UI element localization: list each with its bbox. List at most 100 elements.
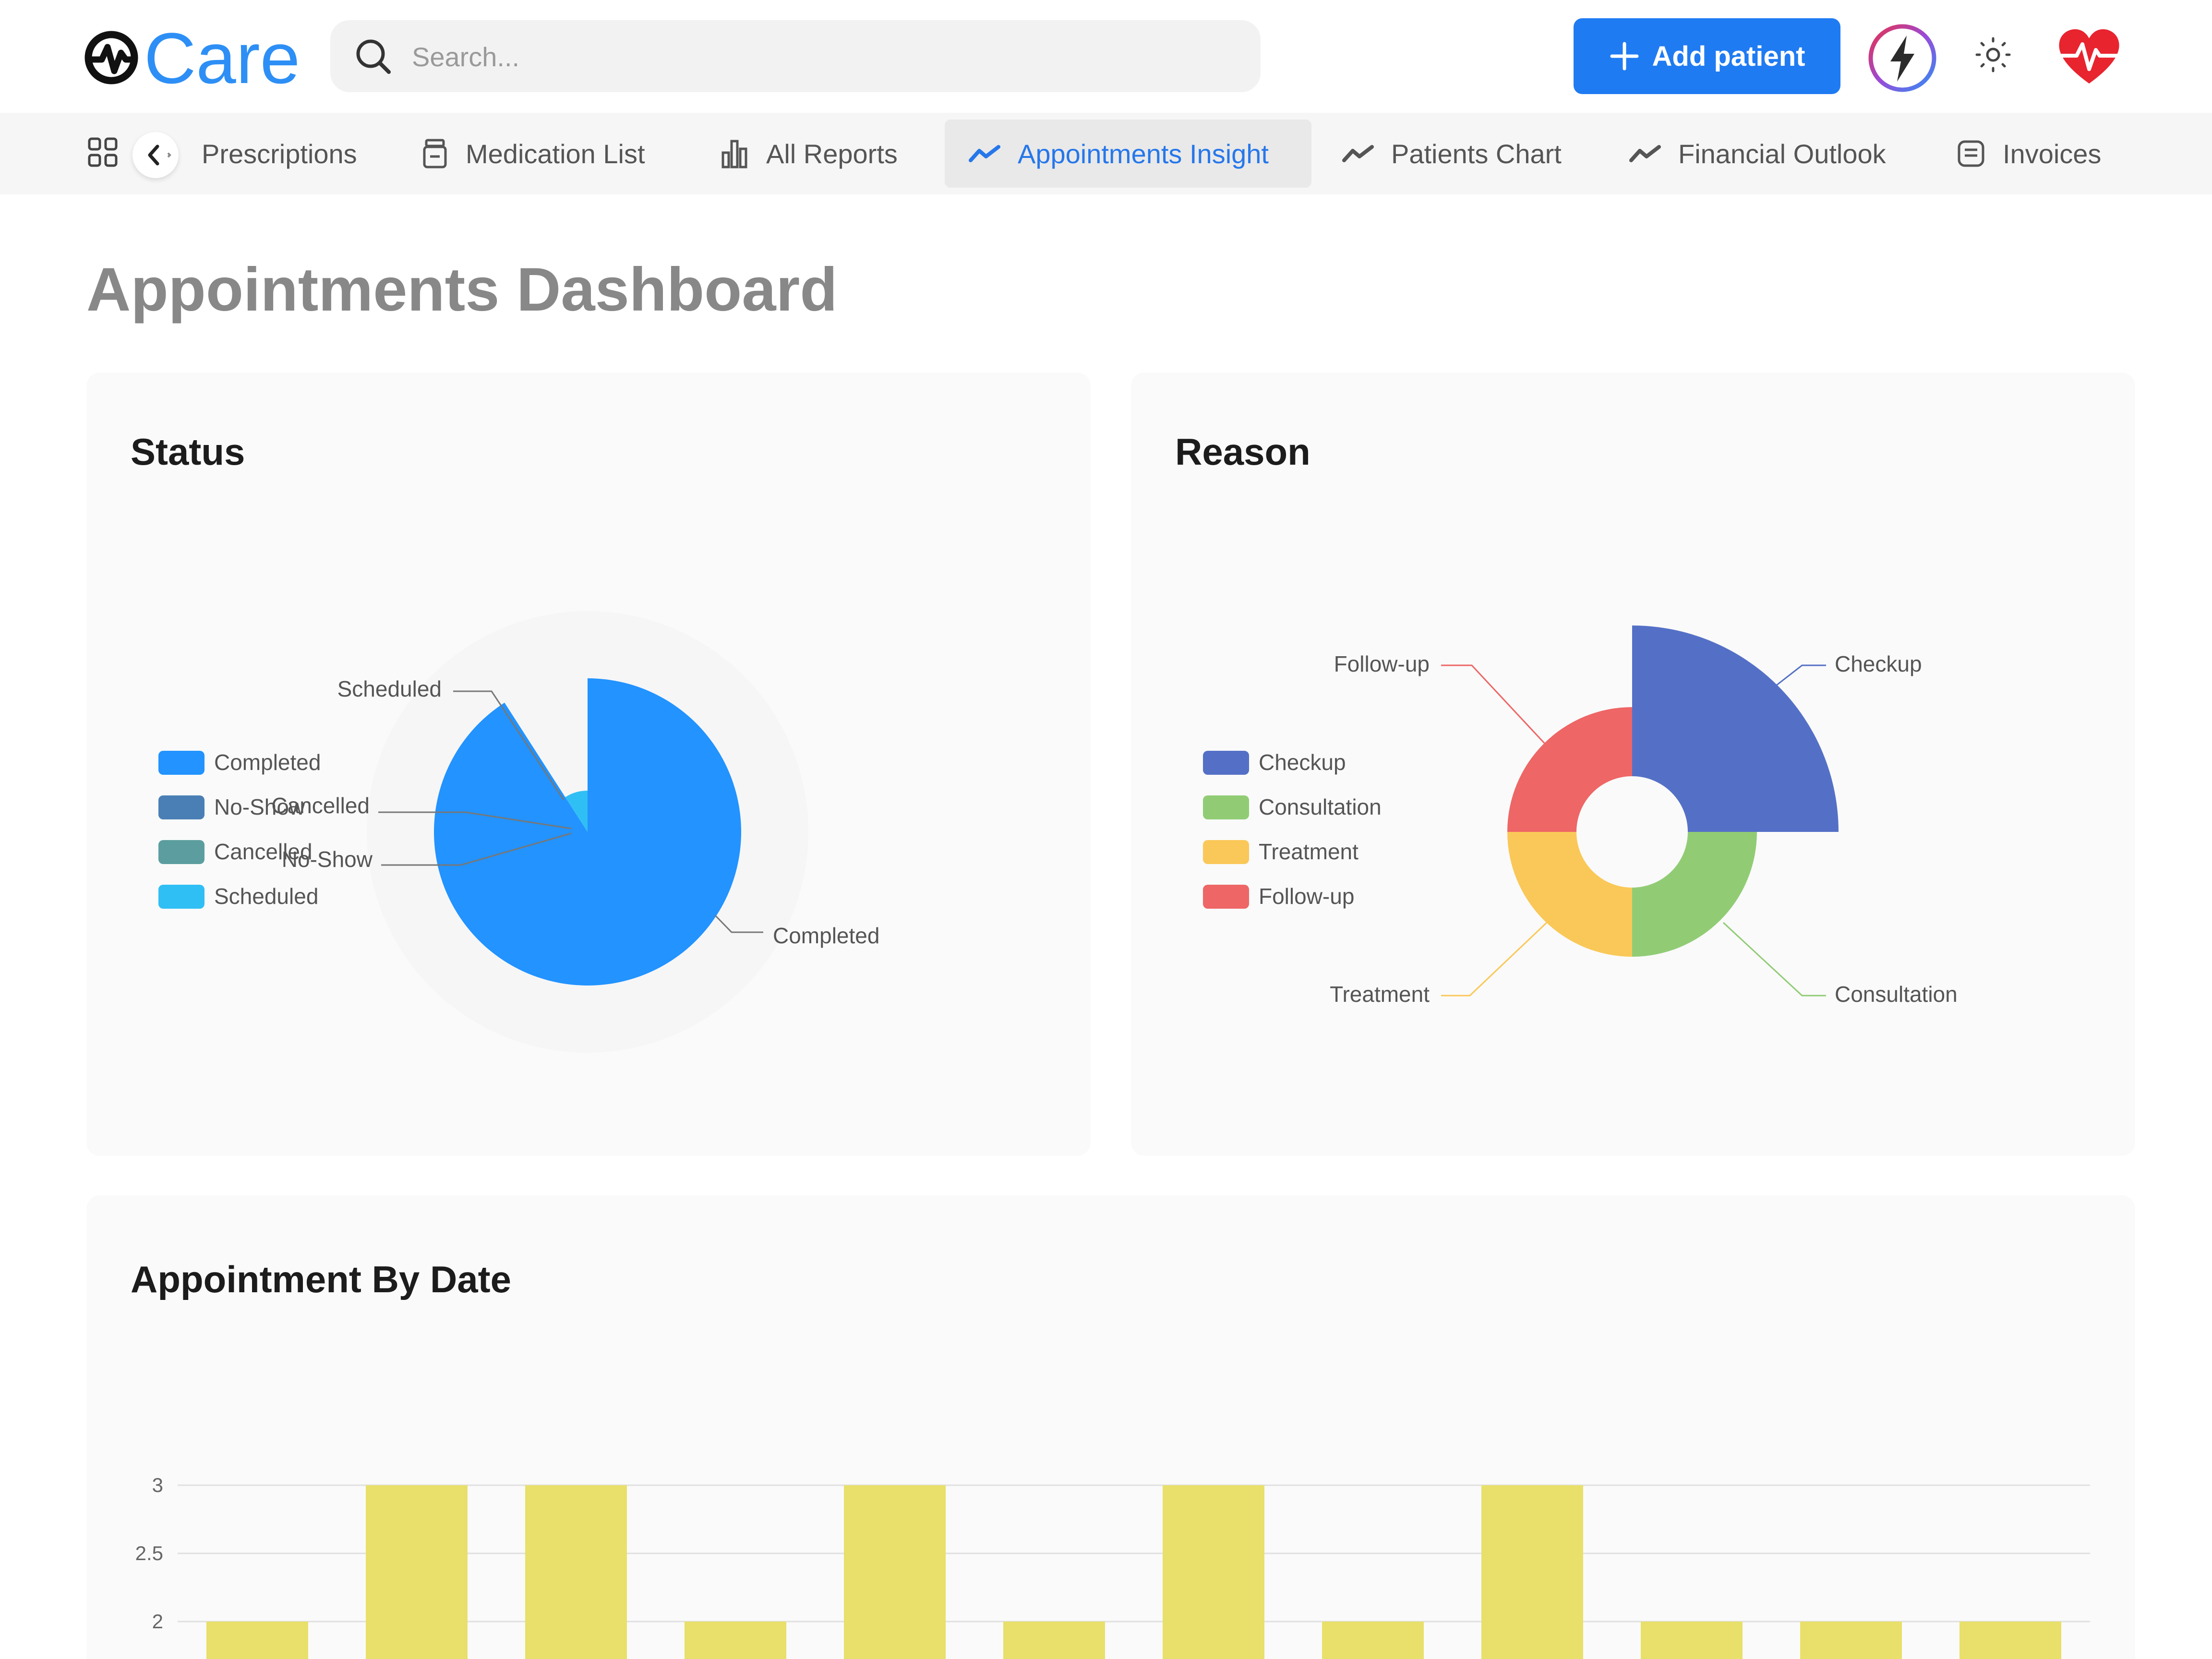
legend-label-completed[interactable]: Completed <box>214 750 321 775</box>
label-line-treatment <box>1441 922 1548 997</box>
bar-7[interactable] <box>1163 1485 1264 1659</box>
label-line-consultation <box>1722 922 1826 997</box>
grid-menu-button[interactable] <box>87 137 118 168</box>
slice-label-scheduled: Scheduled <box>337 676 442 701</box>
slice-label-treatment: Treatment <box>1330 982 1430 1007</box>
nav-label-appointments-insight: Appointments Insight <box>1018 138 1269 169</box>
nav-item-invoices[interactable]: Invoices <box>1957 120 2101 188</box>
heart-pulse-icon <box>2059 29 2119 84</box>
label-line-cancelled <box>378 811 572 830</box>
label-line-follow-up <box>1441 664 1552 752</box>
label-line-scheduled <box>453 690 565 800</box>
slice-label-consultation: Consultation <box>1835 982 1958 1007</box>
legend-label-no-show[interactable]: No-Show <box>214 794 305 819</box>
health-heart-button[interactable] <box>2056 25 2123 87</box>
slice-label-cancelled: Cancelled <box>271 793 370 818</box>
status-chart-title: Status <box>131 431 245 473</box>
nav-label-medication-list: Medication List <box>466 138 645 169</box>
medication-icon <box>423 139 447 168</box>
label-line-no-show <box>381 832 572 866</box>
bar-8[interactable] <box>1322 1622 1424 1659</box>
legend-swatch-cancelled[interactable] <box>158 840 204 864</box>
slice-label-no-show: No-Show <box>282 847 373 872</box>
legend-swatch-follow-up[interactable] <box>1203 885 1249 909</box>
trend-icon <box>1342 145 1374 162</box>
legend-swatch-treatment[interactable] <box>1203 840 1249 864</box>
slice-label-completed: Completed <box>773 923 879 948</box>
pie-slice-treatment[interactable] <box>1507 832 1632 957</box>
bar-2[interactable] <box>366 1485 468 1659</box>
pie-slice-consultation[interactable] <box>1632 832 1757 957</box>
nav-label-financial-outlook: Financial Outlook <box>1678 138 1886 169</box>
nav-label-patients-chart: Patients Chart <box>1391 138 1562 169</box>
grid-icon <box>88 137 118 167</box>
invoice-icon <box>1958 140 1984 167</box>
nav-scroll-left-button[interactable] <box>132 132 179 178</box>
bar-5[interactable] <box>844 1485 946 1659</box>
label-line-checkup <box>1776 664 1826 686</box>
pie-slice-follow-up[interactable] <box>1507 707 1632 832</box>
trend-icon <box>1629 145 1661 162</box>
legend-swatch-no-show[interactable] <box>158 795 204 819</box>
status-chart-card: Status Completed No-Show Cancelled Schedule… <box>86 373 1091 1156</box>
label-line-completed <box>714 914 763 933</box>
nav-item-medication-list[interactable]: Medication List <box>421 120 645 188</box>
legend-label-cancelled[interactable]: Cancelled <box>214 839 313 864</box>
nav-item-appointments-insight[interactable]: Appointments Insight <box>945 120 1311 188</box>
slice-label-follow-up: Follow-up <box>1334 651 1430 676</box>
nav-label-all-reports: All Reports <box>766 138 898 169</box>
bar-6[interactable] <box>1003 1622 1105 1659</box>
sun-icon <box>1975 37 2011 72</box>
nav-item-all-reports[interactable]: All Reports <box>720 120 898 188</box>
legend-label-checkup[interactable]: Checkup <box>1259 750 1346 775</box>
appointments-by-date-title: Appointment By Date <box>131 1258 512 1300</box>
pie-slice-scheduled[interactable] <box>565 791 588 832</box>
legend-swatch-checkup[interactable] <box>1203 751 1249 775</box>
legend-label-treatment[interactable]: Treatment <box>1259 839 1358 864</box>
bar-1[interactable] <box>206 1622 308 1659</box>
theme-toggle[interactable] <box>1974 36 2012 74</box>
logo-heartbeat-icon <box>84 31 138 84</box>
nav-label-prescriptions: Prescriptions <box>202 138 357 169</box>
plus-icon <box>1610 42 1638 71</box>
bar-10[interactable] <box>1641 1622 1743 1659</box>
bar-chart-icon <box>721 140 747 168</box>
y-tick-label-2-5: 2.5 <box>135 1542 163 1564</box>
nav-item-financial-outlook[interactable]: Financial Outlook <box>1629 120 1886 188</box>
search-input[interactable] <box>411 35 1229 79</box>
pie-slice-checkup[interactable] <box>1632 625 1839 832</box>
y-tick-label-3: 3 <box>152 1474 163 1496</box>
nav-bar: Prescriptions Medication List All Report… <box>0 113 2212 194</box>
add-patient-label: Add patient <box>1652 40 1805 72</box>
legend-label-scheduled[interactable]: Scheduled <box>214 884 318 909</box>
search-icon <box>356 39 391 74</box>
logo[interactable]: Care <box>84 19 300 96</box>
pie-slice-completed[interactable] <box>434 678 741 986</box>
quick-action-button[interactable] <box>1866 22 1938 94</box>
legend-label-consultation[interactable]: Consultation <box>1259 794 1382 819</box>
legend-swatch-consultation[interactable] <box>1203 795 1249 819</box>
legend-label-follow-up[interactable]: Follow-up <box>1259 884 1354 909</box>
lightning-icon <box>1868 24 1936 92</box>
trend-icon <box>969 145 1000 162</box>
nav-item-prescriptions[interactable]: Prescriptions <box>202 120 357 188</box>
legend-swatch-completed[interactable] <box>158 751 204 775</box>
slice-label-checkup: Checkup <box>1835 651 1922 676</box>
reason-chart-card: Reason Checkup Consultation Treatment Follo… <box>1131 373 2135 1156</box>
chevron-left-icon <box>148 144 171 166</box>
search-bar[interactable] <box>330 20 1261 92</box>
appointments-bar-chart: 22.53 <box>135 1474 2090 1659</box>
page-title: Appointments Dashboard <box>86 255 838 324</box>
nav-item-patients-chart[interactable]: Patients Chart <box>1342 120 1562 188</box>
bar-9[interactable] <box>1481 1485 1583 1659</box>
add-patient-button[interactable]: Add patient <box>1574 18 1840 94</box>
appointments-by-date-card: Appointment By Date 2 2.5 3 <box>86 1195 2135 1659</box>
reason-pie-chart: Checkup Consultation Treatment Follow-up Ch… <box>1203 625 1958 1007</box>
bar-3[interactable] <box>525 1485 627 1659</box>
bar-11[interactable] <box>1800 1622 1902 1659</box>
legend-swatch-scheduled[interactable] <box>158 885 204 909</box>
logo-text: Care <box>144 18 301 98</box>
bar-12[interactable] <box>1960 1622 2061 1659</box>
bar-4[interactable] <box>685 1622 786 1659</box>
